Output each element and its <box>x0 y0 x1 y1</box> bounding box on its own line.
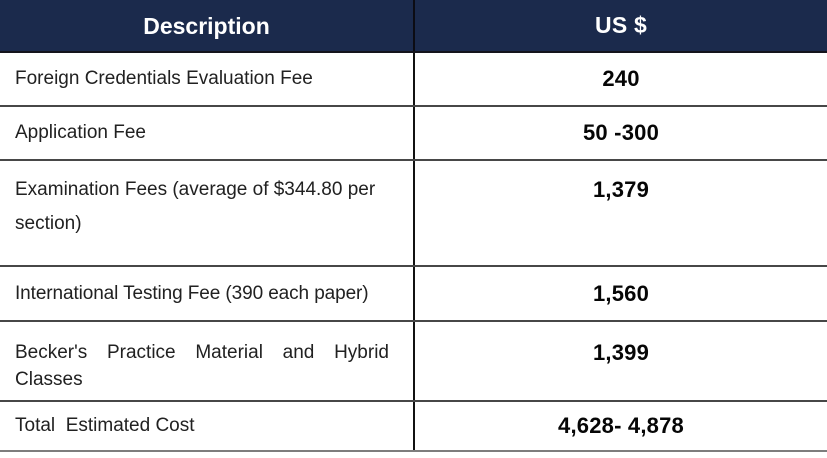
amount-cell: 1,560 <box>415 267 827 320</box>
table-row: Application Fee 50 -300 <box>0 107 827 161</box>
table-row: Total Estimated Cost 4,628- 4,878 <box>0 402 827 452</box>
description-text: Becker's Practice Material and Hybrid Cl… <box>15 342 389 390</box>
table-row: Foreign Credentials Evaluation Fee 240 <box>0 53 827 107</box>
amount-text: 1,379 <box>592 177 650 202</box>
description-text: Total Estimated Cost <box>15 415 195 436</box>
amount-cell: 240 <box>415 53 827 105</box>
amount-cell: 50 -300 <box>415 107 827 159</box>
amount-text: 1,560 <box>592 280 650 306</box>
description-cell: International Testing Fee (390 each pape… <box>0 267 415 320</box>
description-text: Application Fee <box>15 122 146 143</box>
header-amount-label: US $ <box>595 12 647 38</box>
amount-text: 50 -300 <box>582 120 659 145</box>
header-description-cell: Description <box>0 0 415 51</box>
amount-cell: 4,628- 4,878 <box>415 402 827 450</box>
table-header-row: Description US $ <box>0 0 827 53</box>
amount-text: 4,628- 4,878 <box>558 413 684 438</box>
amount-text: 240 <box>602 66 640 91</box>
table-row: International Testing Fee (390 each pape… <box>0 267 827 322</box>
amount-text: 1,399 <box>592 340 650 365</box>
description-cell: Total Estimated Cost <box>0 402 415 450</box>
table-row: Becker's Practice Material and Hybrid Cl… <box>0 322 827 402</box>
amount-cell: 1,379 <box>415 161 827 265</box>
description-cell: Foreign Credentials Evaluation Fee <box>0 53 415 105</box>
header-description-label: Description <box>143 12 270 39</box>
description-text: Foreign Credentials Evaluation Fee <box>15 68 313 89</box>
description-text: International Testing Fee (390 each pape… <box>15 282 369 304</box>
description-cell: Application Fee <box>0 107 415 159</box>
description-cell: Examination Fees (average of $344.80 per… <box>0 161 415 265</box>
header-amount-cell: US $ <box>415 0 827 51</box>
description-cell: Becker's Practice Material and Hybrid Cl… <box>0 322 415 400</box>
table-row: Examination Fees (average of $344.80 per… <box>0 161 827 267</box>
amount-cell: 1,399 <box>415 322 827 400</box>
description-text: Examination Fees (average of $344.80 per… <box>15 179 376 234</box>
